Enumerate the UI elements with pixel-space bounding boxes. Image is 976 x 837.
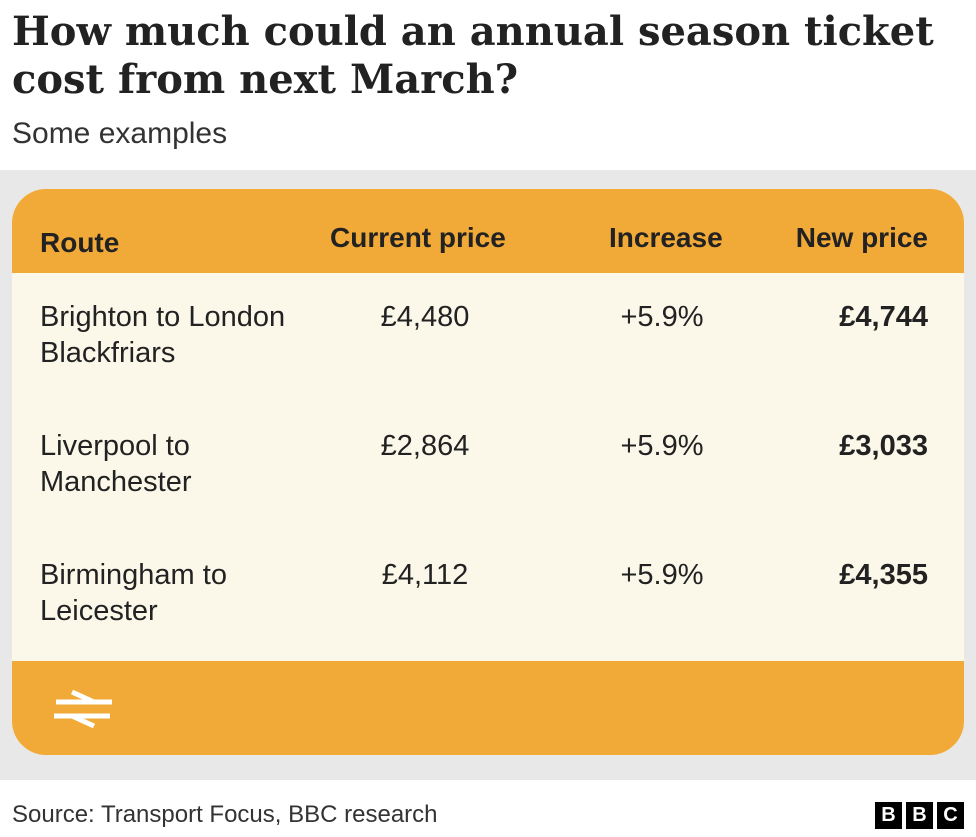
bbc-logo-letter: B (906, 802, 933, 829)
page-title: How much could an annual season ticket c… (12, 8, 934, 103)
route-cell: Liverpool to Manchester (40, 430, 192, 498)
footer: Source: Transport Focus, BBC research B … (0, 780, 976, 837)
new-price-cell: £4,744 (839, 301, 928, 333)
table-body: Brighton to London Blackfriars £4,480 +5… (12, 273, 964, 659)
header: How much could an annual season ticket c… (0, 0, 976, 170)
increase-cell: +5.9% (620, 430, 704, 462)
column-header-route: Route (40, 227, 120, 258)
table-row: Liverpool to Manchester £2,864 +5.9% £3,… (12, 402, 964, 531)
table-panel: Route Current price Increase New price B… (0, 170, 976, 780)
column-header-increase: Increase (609, 222, 723, 253)
source-note: Source: Transport Focus, BBC research (12, 801, 438, 828)
increase-cell: +5.9% (620, 301, 704, 333)
bbc-logo-letter: B (875, 802, 902, 829)
column-header-new-price: New price (795, 222, 928, 253)
table-header-row: Route Current price Increase New price (12, 189, 964, 273)
current-price-cell: £2,864 (380, 430, 470, 462)
table-row: Brighton to London Blackfriars £4,480 +5… (12, 273, 964, 402)
new-price-cell: £3,033 (839, 430, 928, 462)
new-price-cell: £4,355 (839, 559, 928, 591)
current-price-cell: £4,480 (380, 301, 470, 333)
table-footer-band (12, 661, 964, 755)
bbc-logo-letter: C (937, 802, 964, 829)
column-header-current-price: Current price (330, 222, 506, 253)
ticket-table-card: Route Current price Increase New price B… (12, 189, 964, 755)
route-cell: Birmingham to Leicester (40, 559, 227, 627)
table-row: Birmingham to Leicester £4,112 +5.9% £4,… (12, 531, 964, 660)
page-subtitle: Some examples (12, 117, 228, 150)
increase-cell: +5.9% (620, 559, 704, 591)
route-cell: Brighton to London Blackfriars (40, 301, 286, 369)
bbc-logo: B B C (875, 802, 964, 829)
national-rail-icon (54, 689, 112, 729)
current-price-cell: £4,112 (381, 559, 469, 591)
